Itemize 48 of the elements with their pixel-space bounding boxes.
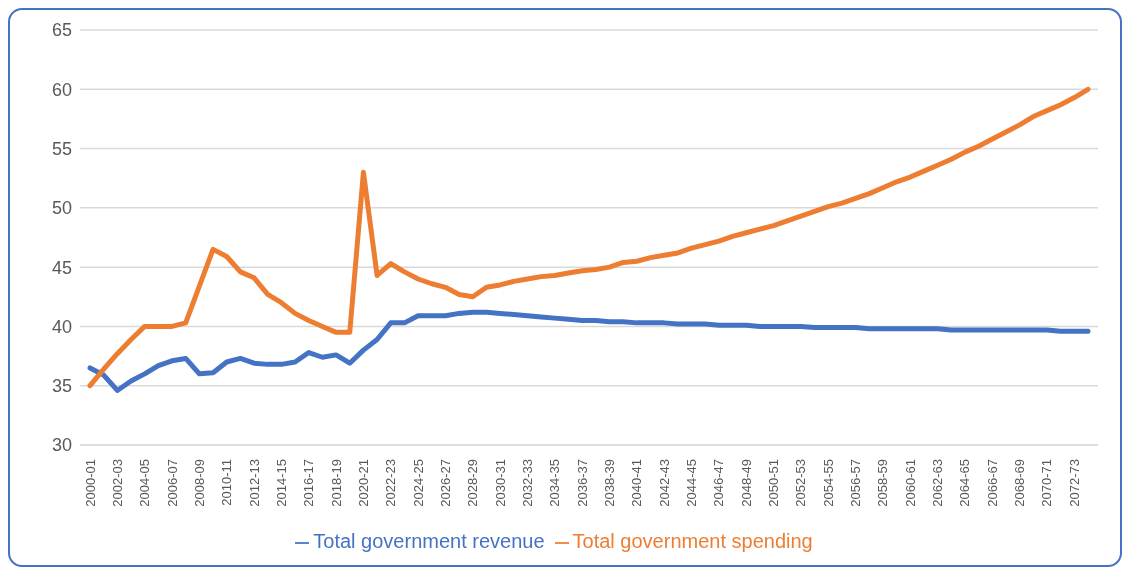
legend-label: Total government spending — [572, 530, 813, 552]
legend-label: Total government revenue — [313, 530, 545, 552]
x-tick-label: 2000-01 — [82, 459, 98, 507]
x-tick-label: 2038-39 — [602, 459, 618, 507]
x-tick-label: 2018-19 — [328, 459, 344, 507]
x-tick-label: 2066-67 — [984, 459, 1000, 507]
x-tick-label: 2056-57 — [848, 459, 864, 507]
x-tick-label: 2062-63 — [930, 459, 946, 507]
x-tick-label: 2004-05 — [137, 459, 153, 507]
x-tick-label: 2012-13 — [246, 459, 262, 507]
x-tick-label: 2048-49 — [738, 459, 754, 507]
x-tick-label: 2022-23 — [383, 459, 399, 507]
x-tick-label: 2040-41 — [629, 459, 645, 507]
x-tick-label: 2058-59 — [875, 459, 891, 507]
x-tick-label: 2070-71 — [1039, 459, 1055, 507]
y-tick-label: 55 — [51, 138, 72, 159]
x-tick-label: 2026-27 — [437, 459, 453, 507]
x-tick-label: 2008-09 — [191, 459, 207, 507]
y-tick-label: 40 — [51, 316, 72, 337]
x-tick-label: 2028-29 — [465, 459, 481, 507]
x-tick-label: 2046-47 — [711, 459, 727, 507]
x-tick-label: 2072-73 — [1066, 459, 1082, 507]
x-tick-label: 2054-55 — [820, 459, 836, 507]
x-tick-label: 2030-31 — [492, 459, 508, 507]
x-tick-label: 2024-25 — [410, 459, 426, 507]
y-tick-label: 35 — [51, 376, 72, 397]
y-tick-label: 50 — [51, 198, 72, 219]
x-tick-label: 2052-53 — [793, 459, 809, 507]
x-tick-label: 2020-21 — [355, 459, 371, 507]
x-tick-label: 2032-33 — [519, 459, 535, 507]
x-tick-label: 2064-65 — [957, 459, 973, 507]
y-tick-label: 30 — [51, 435, 72, 456]
frame: Total government revenue Total government spending 2000-01 2002-03 2004-05 2006-07 2008-09 2010-11 2012-13 2014-15 2016-17 2018-19 2020-21 2022-23 2024-25 2026-27 2028-29 2030-31 2032-33 2034-35 2036-37 2038-39 2040-41 2042-43 2044-45 2046-47 2048-49 2050-51 2052-53 2054-55 2056-57 2058-59 2060-61 2062-63 2064-65 2066-67 2068-69 2070-71 2072-73 30 35 40 45 50 55 60 65 — [8, 8, 1122, 567]
y-tick-label: 45 — [51, 257, 72, 278]
x-tick-label: 2034-35 — [547, 459, 563, 507]
x-tick-label: 2014-15 — [273, 459, 289, 507]
x-tick-label: 2068-69 — [1012, 459, 1028, 507]
x-tick-label: 2060-61 — [902, 459, 918, 507]
x-tick-label: 2036-37 — [574, 459, 590, 507]
x-tick-label: 2016-17 — [301, 459, 317, 507]
x-tick-label: 2010-11 — [219, 459, 235, 506]
x-tick-label: 2002-03 — [109, 459, 125, 507]
y-tick-label: 60 — [51, 79, 72, 100]
x-tick-label: 2006-07 — [164, 459, 180, 507]
x-tick-label: 2050-51 — [766, 459, 782, 507]
x-tick-label: 2044-45 — [684, 459, 700, 507]
y-tick-label: 65 — [51, 20, 72, 41]
x-tick-label: 2042-43 — [656, 459, 672, 507]
